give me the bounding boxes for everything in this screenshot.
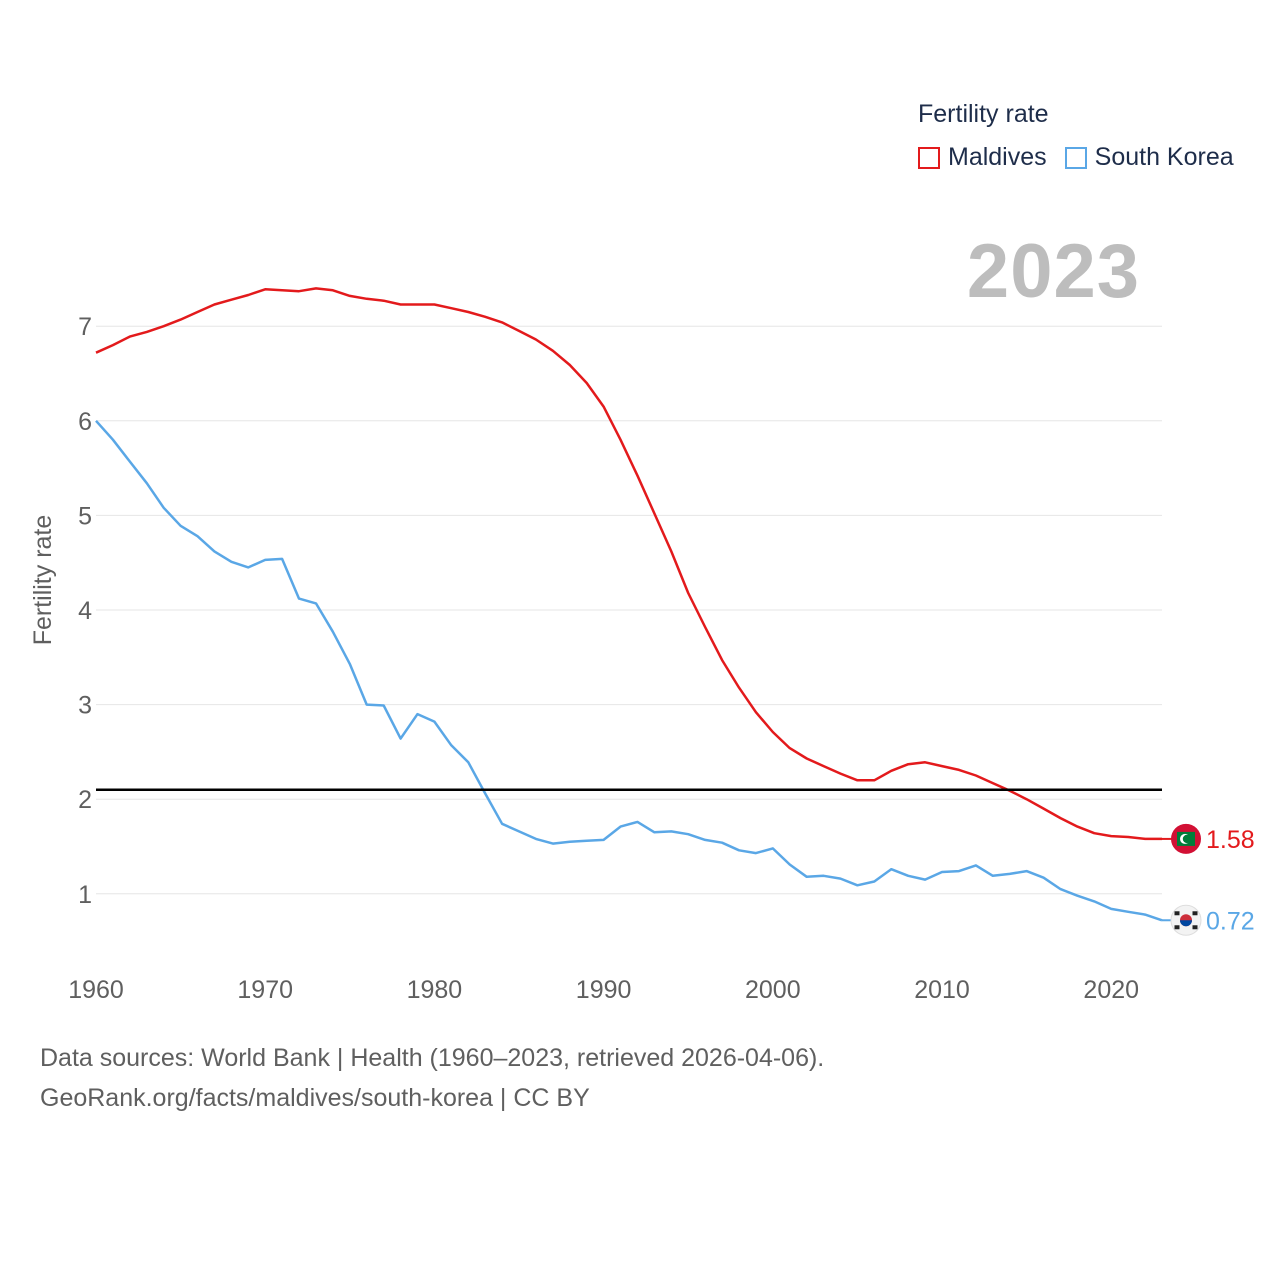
end-value-label-maldives: 1.58 xyxy=(1206,826,1255,854)
south-korea-flag-icon xyxy=(1170,904,1202,936)
legend-item-south-korea[interactable]: South Korea xyxy=(1064,143,1234,172)
x-tick-label: 1960 xyxy=(68,976,124,1004)
grid-layer xyxy=(96,325,1162,895)
y-tick-label: 2 xyxy=(78,786,92,814)
attribution-text: GeoRank.org/facts/maldives/south-korea |… xyxy=(40,1084,590,1112)
y-tick-label: 4 xyxy=(78,597,92,625)
series-line-south-korea xyxy=(95,419,1163,922)
maldives-flag-icon xyxy=(1171,823,1201,854)
legend-swatch-maldives xyxy=(918,146,940,169)
legend-swatch-south-korea xyxy=(1064,146,1087,169)
legend: Maldives South Korea xyxy=(918,143,1252,172)
x-tick-label: 2010 xyxy=(914,976,970,1004)
series-line-maldives xyxy=(95,287,1162,841)
y-axis-label: Fertility rate xyxy=(29,515,57,646)
x-tick-label: 2020 xyxy=(1083,976,1139,1004)
end-markers: 1.58 0.72 xyxy=(1162,823,1255,936)
y-tick-label: 7 xyxy=(78,313,92,341)
y-tick-label: 1 xyxy=(78,881,92,909)
legend-item-maldives[interactable]: Maldives xyxy=(918,143,1047,172)
end-value-label-south-korea: 0.72 xyxy=(1206,907,1255,935)
legend-title: Fertility rate xyxy=(918,100,1049,128)
y-tick-label: 5 xyxy=(78,502,92,530)
legend-label-maldives: Maldives xyxy=(948,143,1047,171)
x-tick-label: 1990 xyxy=(576,976,632,1004)
x-tick-label: 1980 xyxy=(407,976,463,1004)
year-label: 2023 xyxy=(966,229,1140,314)
series-layer xyxy=(95,287,1163,922)
x-tick-label: 1970 xyxy=(237,976,293,1004)
x-tick-label: 2000 xyxy=(745,976,801,1004)
data-source-text: Data sources: World Bank | Health (1960–… xyxy=(40,1044,825,1072)
x-tick-labels: 1960 1970 1980 1990 2000 2010 2020 xyxy=(68,976,1139,1004)
y-tick-labels: 1 2 3 4 5 6 7 xyxy=(78,313,92,909)
y-tick-label: 6 xyxy=(78,408,92,436)
y-tick-label: 3 xyxy=(78,692,92,720)
legend-label-south-korea: South Korea xyxy=(1094,143,1234,171)
